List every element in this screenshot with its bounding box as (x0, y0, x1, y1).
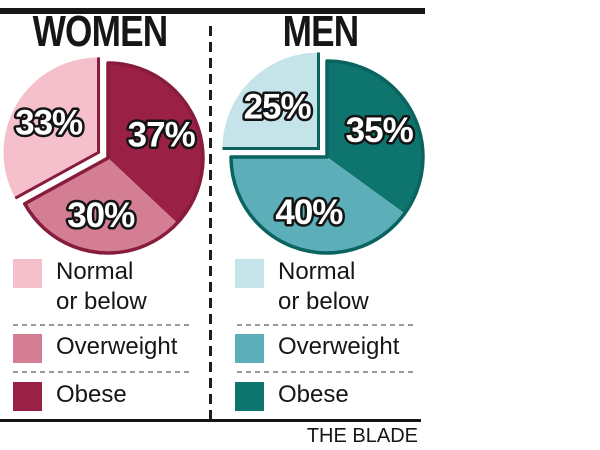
women-overweight-swatch (13, 334, 42, 363)
women-legend-separator-1 (13, 324, 193, 326)
pie-percent-label: 35% (346, 111, 414, 150)
pie-slice (327, 61, 423, 214)
women-normal-swatch (13, 259, 42, 288)
pie-outline (23, 61, 205, 255)
pie-slice (231, 157, 405, 254)
men-legend-separator-2 (237, 371, 417, 373)
pie-outline (229, 59, 425, 255)
women-legend-normal: Normal or below (13, 257, 147, 317)
pie-slice (3, 57, 99, 199)
top-rule (0, 8, 425, 14)
bottom-rule (0, 419, 421, 422)
men-overweight-swatch (235, 334, 264, 363)
exploded-slice-edge (222, 52, 321, 151)
men-legend-overweight: Overweight (235, 332, 399, 363)
pie-slice (108, 63, 204, 224)
men-pie: 35% 40% 25% (222, 52, 425, 255)
men-legend-obese: Obese (235, 380, 349, 411)
men-legend-separator-1 (237, 324, 417, 326)
pie-percent-label: 25% (244, 88, 312, 127)
men-normal-label: Normal or below (278, 257, 369, 317)
pie-slice (24, 158, 178, 253)
legend-label-line2: or below (56, 288, 147, 315)
men-title: MEN (282, 7, 360, 56)
women-normal-label: Normal or below (56, 257, 147, 317)
men-obese-label: Obese (278, 381, 349, 408)
source-credit: THE BLADE (306, 425, 418, 447)
women-legend-separator-2 (13, 371, 193, 373)
women-legend-obese: Obese (13, 380, 127, 411)
men-legend-normal: Normal or below (235, 257, 369, 317)
pie-percent-label: 30% (67, 196, 135, 235)
legend-label-line1: Normal (278, 258, 356, 285)
women-title: WOMEN (32, 7, 169, 56)
men-normal-swatch (235, 259, 264, 288)
women-obese-label: Obese (56, 381, 127, 408)
exploded-slice-edge (14, 57, 101, 200)
pie-percent-label: 33% (15, 103, 83, 142)
legend-label-line1: Normal (56, 258, 134, 285)
legend-label-line2: or below (278, 288, 369, 315)
men-obese-swatch (235, 382, 264, 411)
women-legend-overweight: Overweight (13, 332, 177, 363)
men-overweight-label: Overweight (278, 333, 400, 360)
pie-percent-label: 37% (128, 115, 196, 154)
panel-divider (209, 26, 212, 420)
women-overweight-label: Overweight (56, 333, 178, 360)
pie-slice (222, 52, 319, 149)
women-pie: 37% 30% 33% (3, 57, 205, 255)
pie-percent-label: 40% (275, 193, 343, 232)
women-obese-swatch (13, 382, 42, 411)
